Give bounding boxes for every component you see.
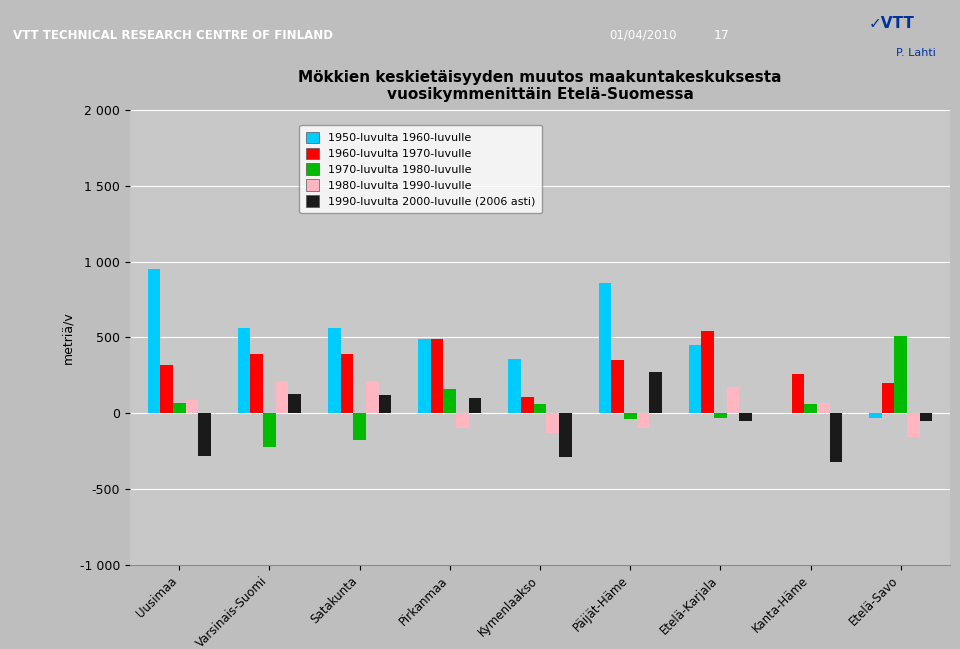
Bar <box>907 413 920 437</box>
Bar <box>185 400 198 413</box>
Bar <box>328 328 341 413</box>
Text: ✓VTT: ✓VTT <box>869 16 914 31</box>
Text: 17: 17 <box>714 29 730 42</box>
Bar <box>559 413 571 457</box>
Text: VTT TECHNICAL RESEARCH CENTRE OF FINLAND: VTT TECHNICAL RESEARCH CENTRE OF FINLAND <box>12 29 332 42</box>
Bar <box>869 413 882 418</box>
Bar <box>251 354 263 413</box>
Bar <box>649 373 661 413</box>
Bar <box>534 404 546 413</box>
Bar <box>419 339 431 413</box>
Bar <box>444 389 456 413</box>
Bar <box>238 328 251 413</box>
Bar <box>599 283 612 413</box>
Bar <box>882 383 895 413</box>
Bar <box>288 393 301 413</box>
Title: Mökkien keskietäisyyden muutos maakuntakeskuksesta
vuosikymmenittäin Etelä-Suome: Mökkien keskietäisyyden muutos maakuntak… <box>299 70 781 103</box>
Bar <box>792 374 804 413</box>
Bar <box>468 398 481 413</box>
Text: 01/04/2010: 01/04/2010 <box>610 29 677 42</box>
Bar <box>431 339 444 413</box>
Bar <box>509 359 521 413</box>
Bar <box>521 397 534 413</box>
Bar <box>263 413 276 447</box>
Bar <box>727 387 739 413</box>
Bar <box>546 413 559 433</box>
Bar <box>198 413 211 456</box>
Y-axis label: metriä/v: metriä/v <box>60 311 74 364</box>
Bar <box>829 413 842 461</box>
Text: P. Lahti: P. Lahti <box>897 48 936 58</box>
Bar <box>276 382 288 413</box>
Bar <box>702 332 714 413</box>
Bar <box>160 365 173 413</box>
Bar <box>895 336 907 413</box>
Bar <box>366 382 378 413</box>
Bar <box>817 402 829 413</box>
Bar <box>378 395 391 413</box>
Legend: 1950-luvulta 1960-luvulle, 1960-luvulta 1970-luvulle, 1970-luvulta 1980-luvulle,: 1950-luvulta 1960-luvulle, 1960-luvulta … <box>300 125 542 214</box>
Bar <box>714 413 727 418</box>
Bar <box>689 345 702 413</box>
Bar <box>173 402 185 413</box>
Bar <box>624 413 636 419</box>
Bar <box>353 413 366 441</box>
Bar <box>341 354 353 413</box>
Bar <box>612 360 624 413</box>
Bar <box>636 413 649 428</box>
Bar <box>148 269 160 413</box>
Bar <box>739 413 752 421</box>
Bar <box>804 404 817 413</box>
Bar <box>456 413 468 428</box>
Bar <box>920 413 932 421</box>
